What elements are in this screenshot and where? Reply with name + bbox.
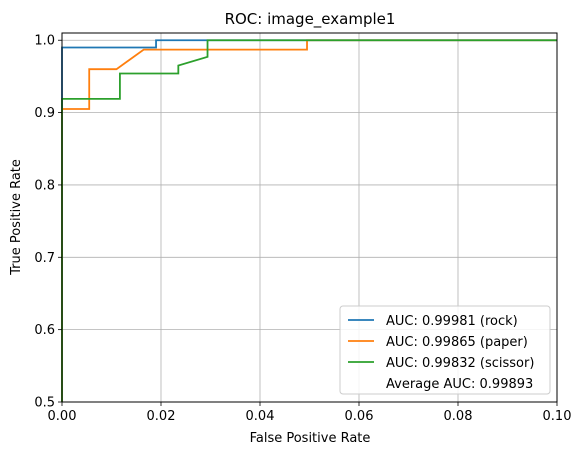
x-tick-label: 0.04: [246, 409, 275, 424]
legend-entry-rock: AUC: 0.99981 (rock): [386, 314, 518, 329]
x-tick-label: 0.08: [444, 409, 473, 424]
y-tick-label: 0.8: [34, 178, 55, 193]
x-tick-label: 0.02: [147, 409, 176, 424]
chart-title: ROC: image_example1: [225, 10, 396, 29]
x-axis-label: False Positive Rate: [250, 431, 371, 446]
x-tick-label: 0.10: [543, 409, 572, 424]
y-tick-label: 0.7: [34, 251, 55, 266]
legend: AUC: 0.99981 (rock) AUC: 0.99865 (paper)…: [339, 305, 551, 395]
legend-entry-paper: AUC: 0.99865 (paper): [386, 335, 528, 350]
legend-entry-scissor: AUC: 0.99832 (scissor): [386, 356, 534, 371]
x-tick-label: 0.06: [345, 409, 374, 424]
y-tick-label: 0.5: [34, 396, 55, 411]
plot-frame: [61, 32, 558, 403]
y-axis-ticks: 0.5 0.6 0.7 0.8 0.9 1.0: [34, 34, 62, 411]
legend-box: [339, 305, 551, 395]
y-tick-label: 0.9: [34, 106, 55, 121]
series-line-paper: [61, 39, 557, 402]
series-line-scissor: [61, 39, 557, 402]
x-axis-ticks: 0.00 0.02 0.04 0.06 0.08 0.10: [48, 402, 572, 424]
y-axis-label: True Positive Rate: [9, 159, 24, 276]
x-tick-label: 0.00: [48, 409, 77, 424]
y-tick-label: 1.0: [34, 34, 55, 49]
y-tick-label: 0.6: [34, 323, 55, 338]
legend-average-auc: Average AUC: 0.99893: [386, 377, 533, 392]
